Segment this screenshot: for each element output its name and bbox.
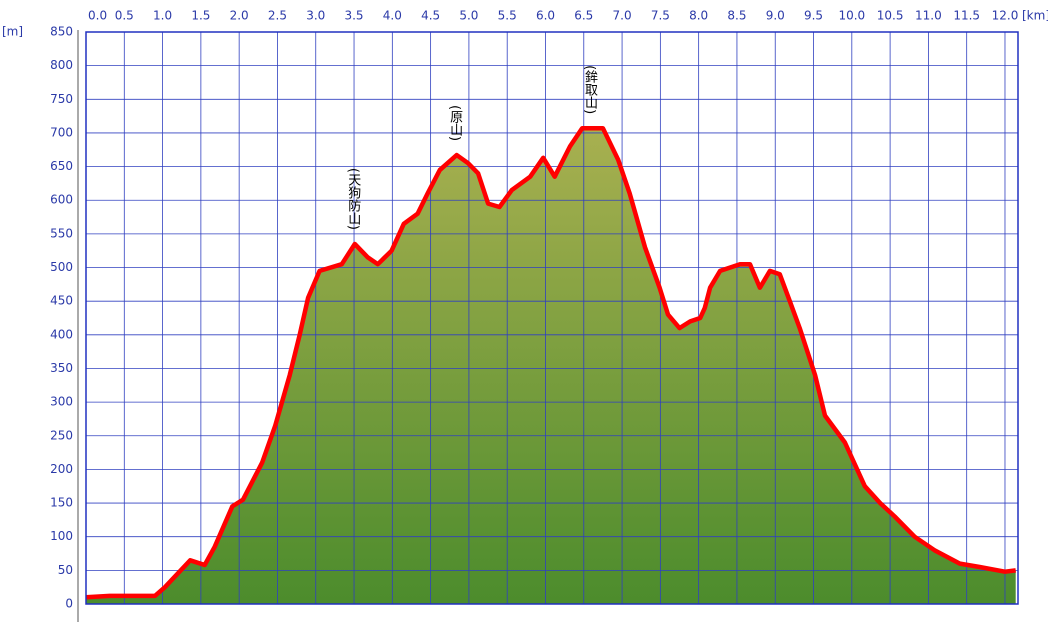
x-tick-label: 0.0	[88, 9, 107, 23]
y-tick-label: 750	[50, 92, 73, 106]
x-tick-label: 6.5	[574, 9, 593, 23]
y-tick-label: 850	[50, 25, 73, 39]
y-tick-label: 700	[50, 125, 73, 139]
peak-label: (鉾取山)	[582, 65, 598, 114]
y-tick-label: 800	[50, 58, 73, 72]
x-tick-label: 10.5	[877, 9, 904, 23]
x-tick-label: 5.0	[459, 9, 478, 23]
y-tick-label: 0	[65, 597, 73, 611]
y-tick-label: 600	[50, 193, 73, 207]
y-tick-label: 250	[50, 428, 73, 442]
y-tick-label: 150	[50, 496, 73, 510]
y-tick-label: 100	[50, 529, 73, 543]
x-tick-label: 7.5	[651, 9, 670, 23]
x-tick-label: 8.5	[727, 9, 746, 23]
plot-frame	[85, 31, 1019, 605]
x-tick-label: 10.0	[838, 9, 865, 23]
y-tick-label: 200	[50, 462, 73, 476]
x-tick-label: 4.0	[383, 9, 402, 23]
elevation-line	[85, 125, 1016, 600]
x-tick-label: 8.0	[689, 9, 708, 23]
x-tick-label: 11.0	[915, 9, 942, 23]
x-tick-label: 7.0	[613, 9, 632, 23]
y-tick-label: 350	[50, 361, 73, 375]
x-tick-label: 1.5	[191, 9, 210, 23]
x-tick-label: 2.0	[230, 9, 249, 23]
x-tick-label: 5.5	[498, 9, 517, 23]
x-tick-label: 11.5	[953, 9, 980, 23]
x-tick-label: 1.0	[153, 9, 172, 23]
x-tick-label: 9.5	[804, 9, 823, 23]
elevation-area	[86, 128, 1016, 604]
y-axis-unit: [m]	[2, 25, 23, 39]
peak-label: (原山)	[447, 105, 463, 141]
x-tick-label: 4.5	[421, 9, 440, 23]
x-tick-label: 0.5	[115, 9, 134, 23]
y-tick-label: 500	[50, 260, 73, 274]
y-tick-label: 650	[50, 159, 73, 173]
y-tick-label: 50	[58, 563, 73, 577]
peak-label: (天狗防山)	[345, 168, 361, 230]
x-tick-label: 6.0	[536, 9, 555, 23]
y-tick-label: 400	[50, 327, 73, 341]
x-axis-unit: [km]	[1022, 9, 1048, 23]
y-tick-label: 300	[50, 395, 73, 409]
x-tick-label: 9.0	[766, 9, 785, 23]
x-tick-label: 12.0	[992, 9, 1019, 23]
x-tick-label: 3.0	[306, 9, 325, 23]
x-tick-label: 2.5	[268, 9, 287, 23]
y-tick-label: 550	[50, 226, 73, 240]
y-tick-label: 450	[50, 294, 73, 308]
x-tick-label: 3.5	[344, 9, 363, 23]
